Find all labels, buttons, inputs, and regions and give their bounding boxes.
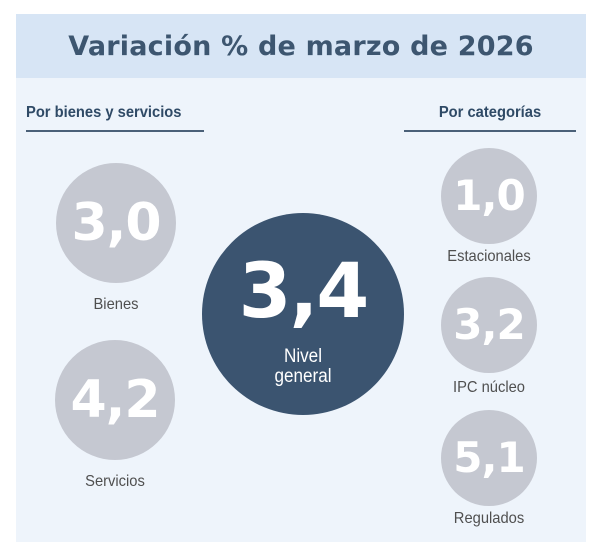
goods-value: 3,0 — [71, 193, 161, 253]
general-level-label-line2: general — [274, 366, 332, 387]
section-label-categories: Por categorías — [438, 104, 542, 121]
seasonal-circle: 1,0 — [441, 148, 537, 244]
regulated-label: Regulados — [453, 510, 525, 527]
general-level-value: 3,4 — [238, 246, 370, 335]
general-level-circle: 3,4 Nivel general — [202, 213, 404, 415]
section-label-goods-services: Por bienes y servicios — [26, 104, 182, 121]
regulated-value: 5,1 — [453, 433, 525, 482]
section-underline-right — [404, 130, 576, 132]
header-banner: Variación % de marzo de 2026 — [16, 14, 586, 78]
regulated-circle: 5,1 — [441, 410, 537, 506]
page-title: Variación % de marzo de 2026 — [68, 30, 534, 62]
core-cpi-value: 3,2 — [453, 300, 525, 349]
services-label: Servicios — [85, 473, 145, 490]
general-level-label-line1: Nivel — [283, 346, 322, 367]
general-level-label: Nivel general — [212, 347, 394, 387]
services-value: 4,2 — [70, 370, 160, 430]
core-cpi-circle: 3,2 — [441, 277, 537, 373]
seasonal-value: 1,0 — [453, 171, 525, 220]
services-circle: 4,2 — [55, 340, 175, 460]
goods-circle: 3,0 — [56, 163, 176, 283]
section-underline-left — [26, 130, 204, 132]
goods-label: Bienes — [93, 296, 139, 313]
core-cpi-label: IPC núcleo — [452, 379, 525, 396]
seasonal-label: Estacionales — [447, 248, 531, 265]
